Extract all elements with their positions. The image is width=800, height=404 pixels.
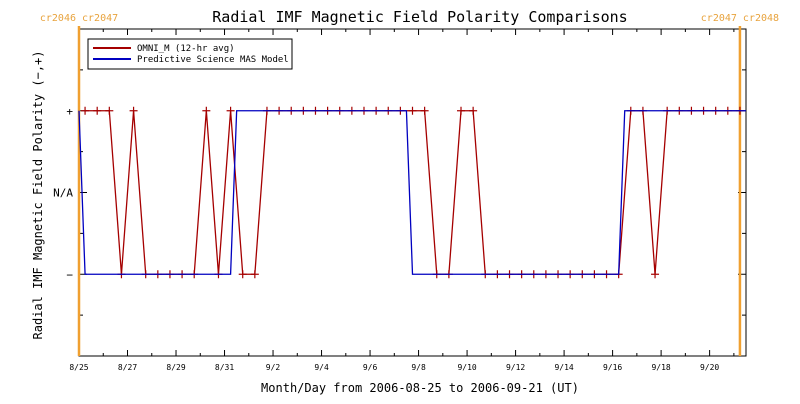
y-tick-label: N/A: [53, 187, 73, 200]
x-tick-label: 9/8: [411, 363, 426, 372]
data-point: [105, 106, 114, 115]
legend: OMNI_M (12-hr avg)Predictive Science MAS…: [87, 38, 293, 70]
legend-entry: OMNI_M (12-hr avg): [137, 44, 235, 54]
series-line: [78, 110, 746, 275]
x-tick-label: 8/29: [166, 363, 185, 372]
carrington-marker-label: cr2046 cr2047: [40, 13, 118, 24]
legend-entry: Predictive Science MAS Model: [137, 55, 289, 65]
x-tick-label: 9/18: [651, 363, 670, 372]
x-tick-label: 8/27: [118, 363, 137, 372]
x-tick-label: 9/20: [700, 363, 719, 372]
chart-title: Radial IMF Magnetic Field Polarity Compa…: [212, 8, 627, 26]
data-point: [202, 106, 211, 115]
x-tick-label: 8/31: [215, 363, 234, 372]
data-point: [81, 106, 90, 115]
y-tick-label: −: [66, 268, 73, 281]
x-tick-label: 9/2: [266, 363, 281, 372]
x-tick-label: 9/4: [314, 363, 329, 372]
data-point: [129, 106, 138, 115]
plot-frame: [78, 28, 747, 357]
x-tick-label: 9/16: [603, 363, 622, 372]
x-axis-label: Month/Day from 2006-08-25 to 2006-09-21 …: [261, 381, 579, 395]
carrington-marker-label: cr2047 cr2048: [701, 13, 779, 24]
data-point: [469, 106, 478, 115]
x-tick-label: 9/12: [506, 363, 525, 372]
data-point: [408, 106, 417, 115]
data-point: [651, 270, 660, 279]
data-point: [226, 106, 235, 115]
legend-box: [87, 38, 293, 70]
data-point: [420, 106, 429, 115]
series-line: [85, 110, 740, 275]
y-tick-label: +: [66, 105, 73, 118]
data-point: [238, 270, 247, 279]
x-tick-label: 9/14: [554, 363, 573, 372]
data-point: [250, 270, 259, 279]
x-tick-label: 9/10: [457, 363, 476, 372]
y-axis-label: Radial IMF Magnetic Field Polarity (−,+): [31, 51, 45, 340]
x-tick-label: 9/6: [363, 363, 378, 372]
data-point: [93, 106, 102, 115]
x-tick-label: 8/25: [69, 363, 88, 372]
data-point: [457, 106, 466, 115]
